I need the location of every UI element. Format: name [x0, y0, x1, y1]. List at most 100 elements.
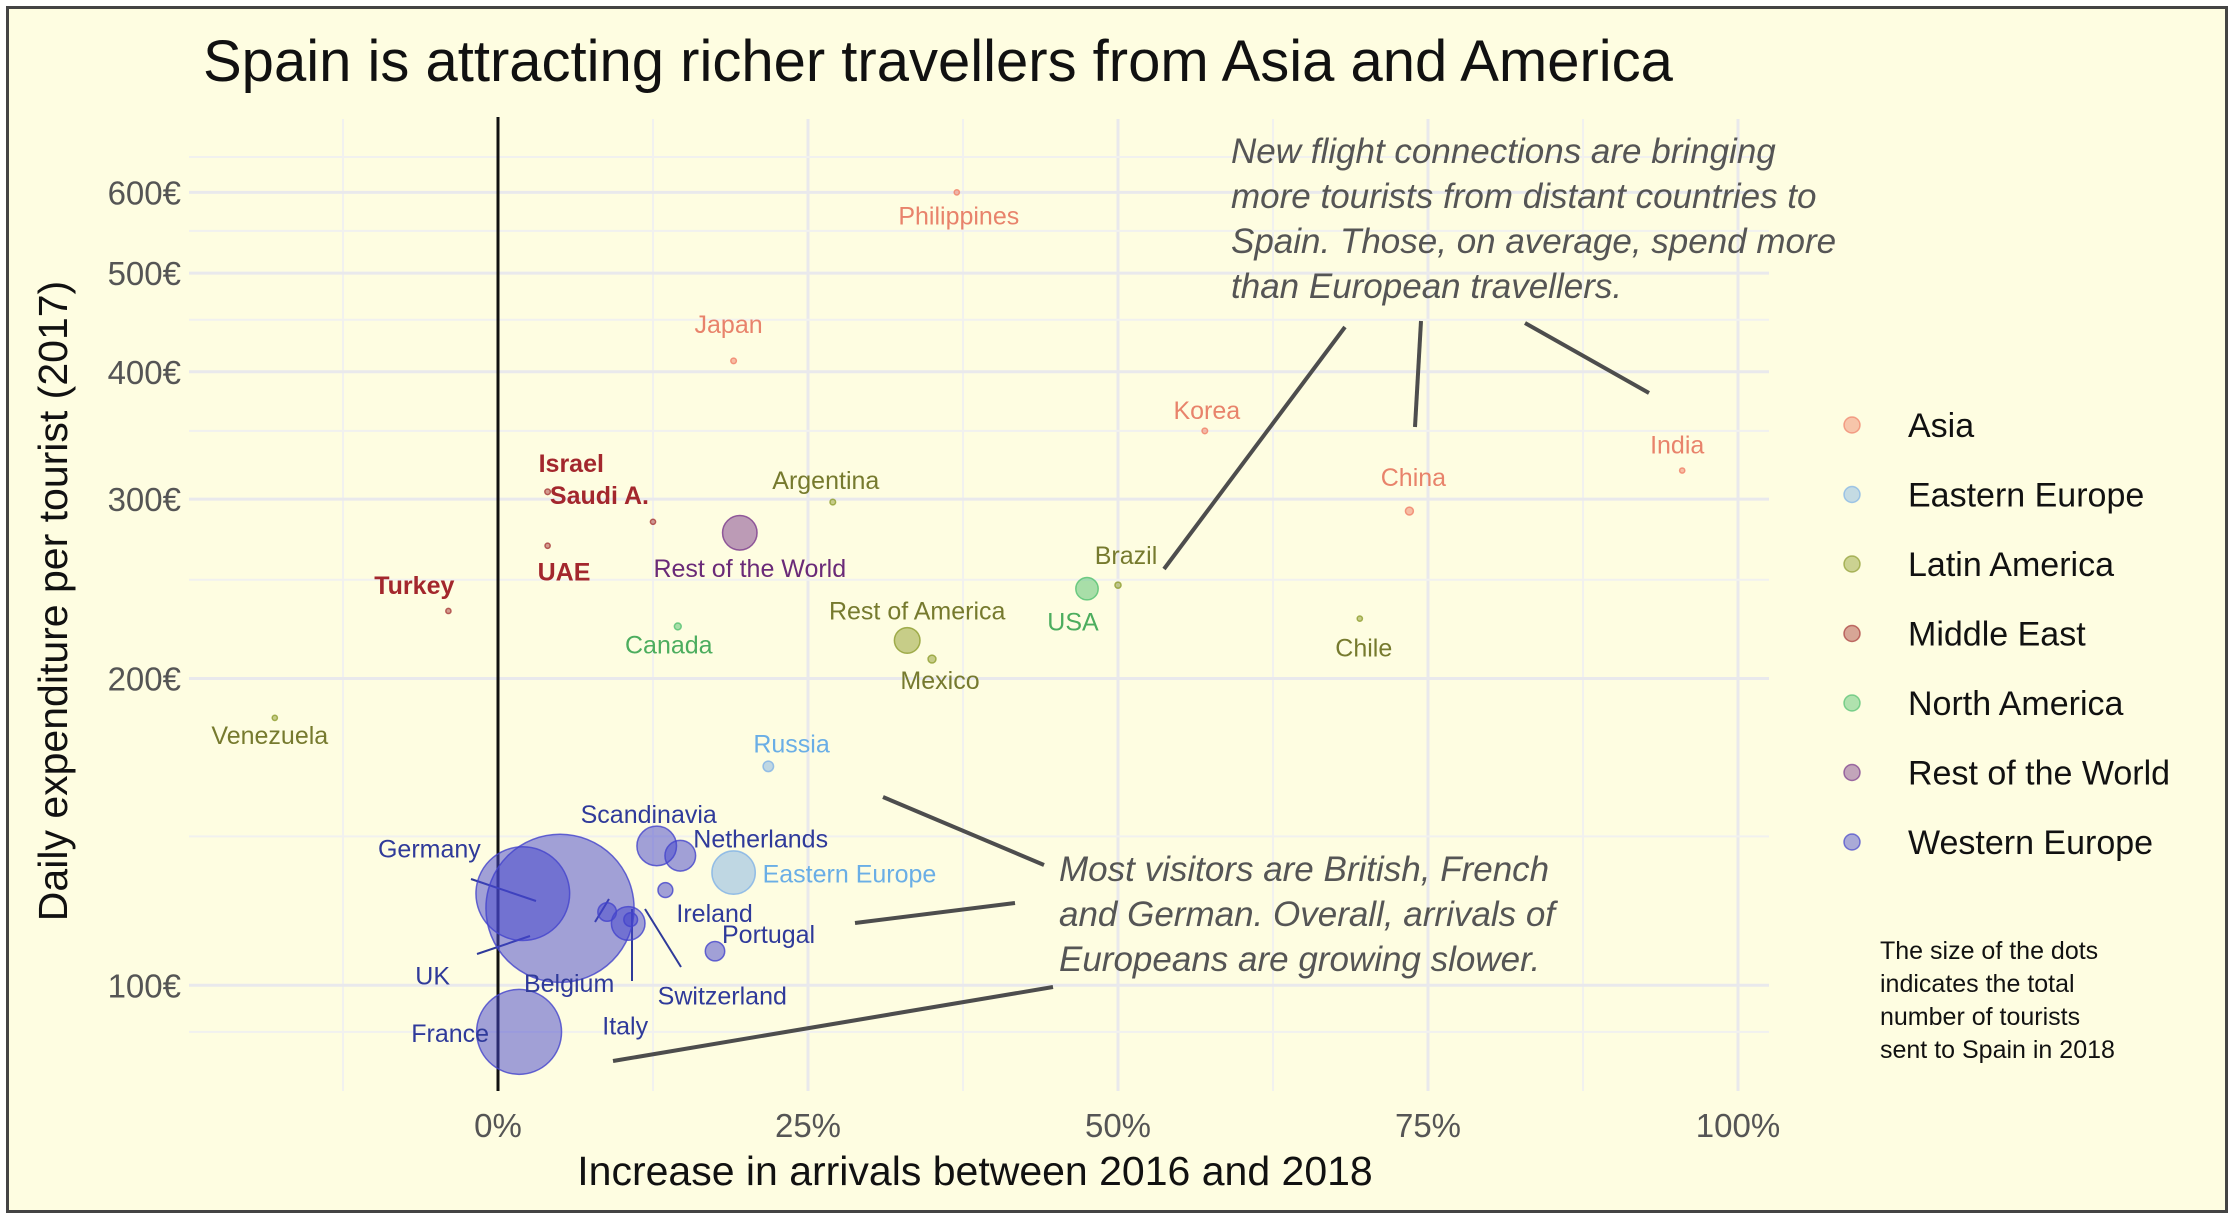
- point-rest-of-the-world: [721, 514, 758, 551]
- point-eastern-europe: [711, 850, 757, 896]
- legend: Asia Eastern Europe Latin America Middle Ea…: [1843, 407, 2170, 862]
- point-france: [475, 988, 563, 1076]
- x-tick-label: 25%: [775, 1107, 841, 1144]
- point-label-india: India: [1650, 432, 1704, 460]
- legend-label-western-europe: Western Europe: [1908, 824, 2153, 862]
- point-turkey: [445, 607, 452, 615]
- chart-title: Spain is attracting richer travellers fr…: [203, 29, 1674, 94]
- point-label-uk: UK: [415, 962, 450, 990]
- y-tick-label: 100€: [108, 967, 181, 1004]
- point-label-chile: Chile: [1335, 635, 1392, 663]
- point-japan: [730, 357, 738, 365]
- legend-key-eastern-europe: [1843, 485, 1861, 504]
- y-tick-label: 300€: [108, 481, 181, 518]
- point-label-japan: Japan: [695, 311, 763, 339]
- legend-label-rest-of-the-world: Rest of the World: [1908, 755, 2170, 793]
- legend-key-middle-east: [1843, 624, 1861, 643]
- point-brazil: [1114, 581, 1122, 589]
- point-ireland: [657, 881, 674, 899]
- size-note-line: sent to Spain in 2018: [1880, 1036, 2115, 1064]
- point-label-korea: Korea: [1173, 397, 1240, 425]
- point-label-argentina: Argentina: [772, 467, 879, 495]
- y-axis-ticks: 100€ 200€ 300€ 400€ 500€ 600€: [108, 174, 181, 1004]
- x-tick-label: 100%: [1696, 1107, 1780, 1144]
- point-label-usa: USA: [1047, 609, 1099, 637]
- legend-key-western-europe: [1843, 833, 1861, 851]
- point-label-switzerland: Switzerland: [658, 983, 787, 1011]
- y-tick-label: 600€: [108, 174, 181, 211]
- point-label-philippines: Philippines: [898, 202, 1019, 230]
- point-label-saudi-a: Saudi A.: [550, 482, 649, 510]
- annotation-pointer: [1413, 320, 1423, 428]
- point-mexico: [927, 654, 937, 664]
- point-india: [1678, 467, 1686, 474]
- point-label-france: France: [411, 1020, 489, 1048]
- x-axis-title: Increase in arrivals between 2016 and 20…: [577, 1148, 1372, 1194]
- legend-label-eastern-europe: Eastern Europe: [1908, 477, 2144, 515]
- point-usa: [1075, 576, 1099, 601]
- point-label-ireland: Ireland: [676, 900, 752, 928]
- annotation-line: Spain. Those, on average, spend more: [1231, 222, 1836, 261]
- point-label-belgium: Belgium: [524, 970, 614, 998]
- point-label-turkey: Turkey: [374, 572, 454, 600]
- point-label-venezuela: Venezuela: [211, 722, 328, 750]
- point-canada: [673, 622, 682, 631]
- x-tick-label: 50%: [1085, 1107, 1151, 1144]
- y-tick-label: 500€: [108, 255, 181, 292]
- x-axis-ticks: 0% 25% 50% 75% 100%: [474, 1107, 1780, 1144]
- legend-label-asia: Asia: [1908, 407, 1974, 445]
- x-tick-label: 75%: [1395, 1107, 1461, 1144]
- point-label-russia: Russia: [753, 730, 830, 758]
- point-label-israel: Israel: [539, 450, 604, 478]
- legend-label-middle-east: Middle East: [1908, 616, 2086, 654]
- point-israel: [544, 488, 552, 496]
- point-label-mexico: Mexico: [900, 667, 979, 695]
- annotation-pointer: [1162, 325, 1347, 571]
- point-label-canada: Canada: [625, 631, 713, 659]
- point-label-portugal: Portugal: [722, 921, 815, 949]
- point-label-scandinavia: Scandinavia: [581, 801, 717, 829]
- annotation-2: Most visitors are British, French and Ger…: [1059, 850, 1558, 979]
- annotation-line: New flight connections are bringing: [1231, 132, 1776, 171]
- point-saudi-a: [649, 518, 657, 526]
- point-label-italy: Italy: [602, 1012, 648, 1040]
- annotation-pointers: [612, 320, 1650, 1063]
- point-switzerland: [623, 911, 639, 928]
- size-note: The size of the dots indicates the total n…: [1880, 937, 2115, 1064]
- point-label-uae: UAE: [538, 559, 591, 587]
- point-uae: [544, 542, 551, 550]
- point-portugal: [704, 940, 726, 962]
- annotation-line: more tourists from distant countries to: [1231, 177, 1817, 216]
- point-label-china: China: [1381, 464, 1446, 492]
- annotation-pointer: [612, 985, 1054, 1063]
- size-note-text: The size of the dots indicates the total n…: [1880, 937, 2115, 1064]
- annotation-1: New flight connections are bringing more …: [1231, 132, 1836, 306]
- point-label-germany: Germany: [378, 836, 481, 864]
- size-note-line: number of tourists: [1880, 1003, 2080, 1031]
- annotation-line: and German. Overall, arrivals of: [1059, 895, 1558, 934]
- x-tick-label: 0%: [474, 1107, 522, 1144]
- annotation-pointer: [854, 901, 1016, 925]
- annotation-line: Most visitors are British, French: [1059, 850, 1549, 889]
- point-label-brazil: Brazil: [1095, 542, 1158, 570]
- leader-switzerland: [644, 908, 682, 968]
- annotations: New flight connections are bringing more …: [1059, 132, 1836, 979]
- point-label-netherlands: Netherlands: [693, 826, 828, 854]
- chart-frame: Philippines Japan Korea India China Israel Sau…: [6, 6, 2228, 1213]
- legend-key-north-america: [1843, 694, 1861, 712]
- point-venezuela: [271, 714, 279, 722]
- scatter-chart: Philippines Japan Korea India China Israel Sau…: [30, 29, 2170, 1194]
- legend-key-latin-america: [1843, 555, 1861, 573]
- data-points: [271, 189, 1686, 1076]
- annotation-pointer: [882, 795, 1045, 867]
- annotation-line: than European travellers.: [1231, 267, 1622, 306]
- point-rest-of-america: [893, 626, 921, 654]
- point-labels: Philippines Japan Korea India China Israel Sau…: [211, 202, 1704, 1047]
- point-korea: [1201, 427, 1209, 435]
- size-note-line: indicates the total: [1880, 970, 2075, 998]
- point-germany: [475, 846, 571, 942]
- point-argentina: [829, 498, 837, 506]
- point-chile: [1356, 615, 1364, 622]
- annotation-line: Europeans are growing slower.: [1059, 940, 1540, 979]
- point-belgium: [597, 901, 618, 923]
